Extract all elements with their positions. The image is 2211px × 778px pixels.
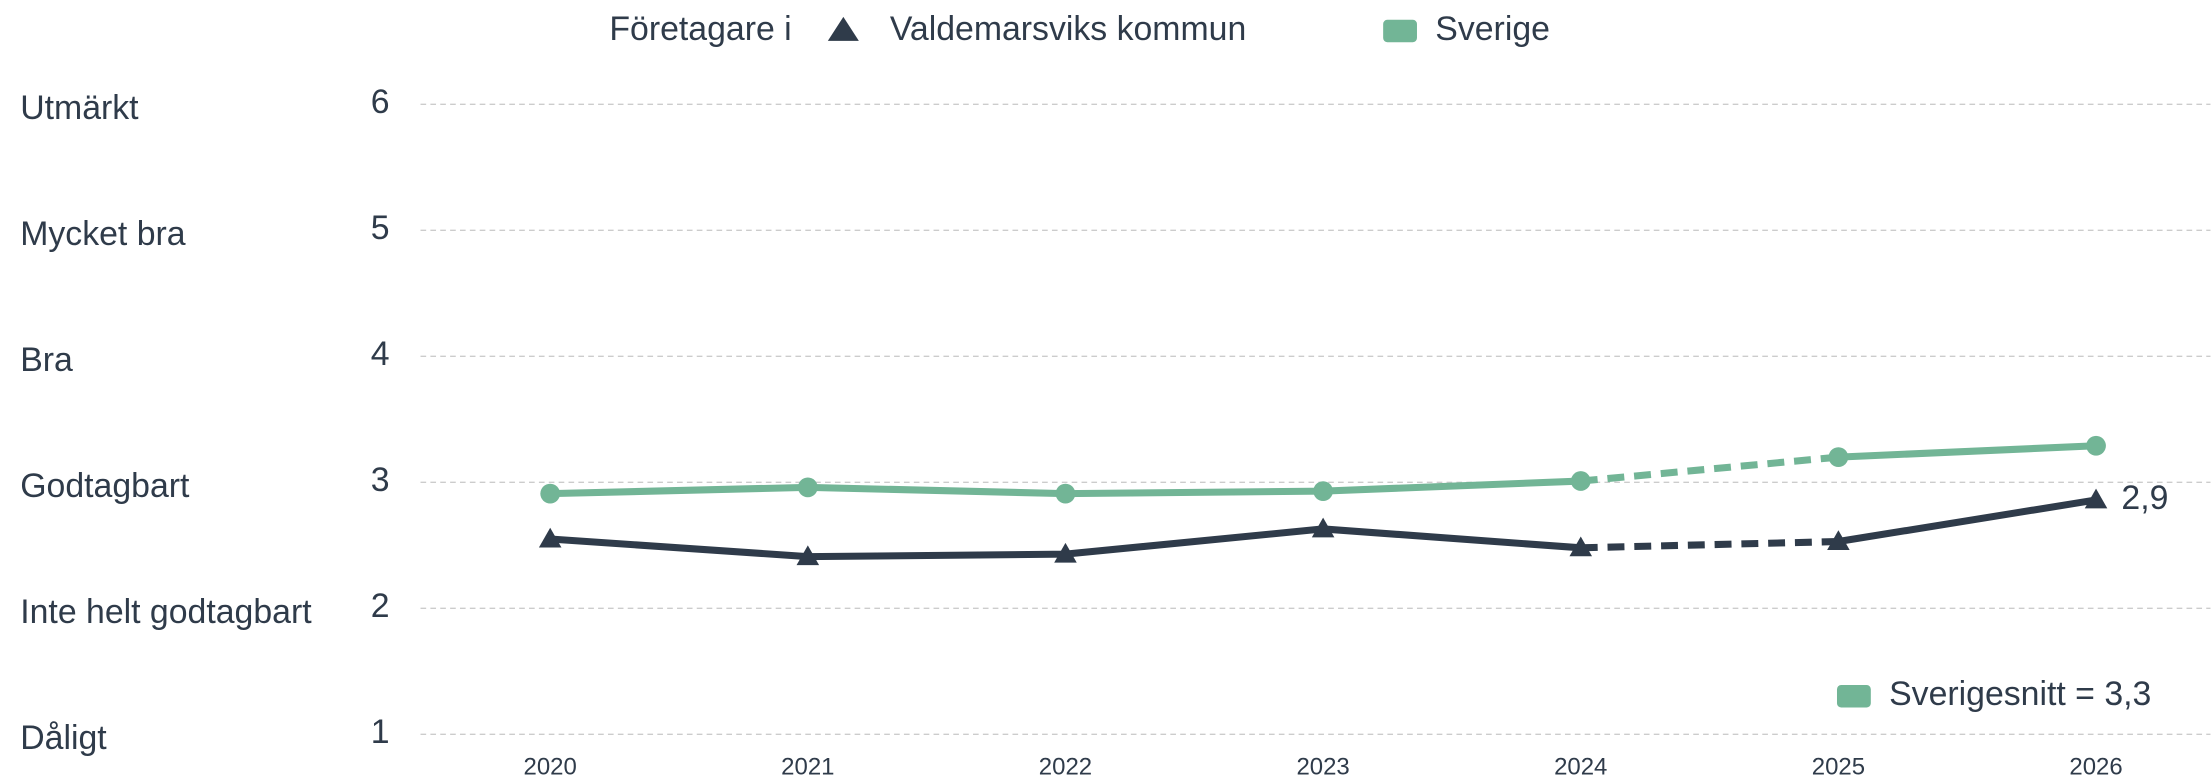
- y-tick-name: Godtagbart: [20, 467, 190, 505]
- y-tick-label: 3: [371, 461, 390, 499]
- marker: [1311, 517, 1335, 538]
- y-tick-name: Dåligt: [20, 719, 107, 757]
- y-tick-label: 1: [371, 713, 390, 751]
- legend-title: Företagare i: [609, 10, 791, 48]
- y-tick-label: 4: [371, 335, 390, 373]
- marker: [1055, 483, 1076, 504]
- x-tick-label: 2020: [524, 753, 577, 778]
- marker: [1827, 530, 1850, 550]
- marker: [1828, 447, 1849, 467]
- marker: [2084, 488, 2108, 509]
- marker: [1570, 471, 1591, 491]
- x-tick-label: 2023: [1296, 753, 1349, 778]
- legend-marker: [1383, 19, 1417, 43]
- marker: [1054, 542, 1077, 563]
- y-tick-name: Bra: [20, 341, 73, 379]
- series-line: [1837, 496, 2097, 546]
- legend-label: Valdemarsviks kommun: [890, 10, 1246, 48]
- marker: [1569, 536, 1593, 557]
- legend-marker: [827, 16, 859, 41]
- marker: [538, 527, 562, 548]
- legend-label: Sverige: [1435, 10, 1550, 48]
- x-tick-label: 2026: [2069, 753, 2122, 778]
- series-line: [1580, 538, 1839, 552]
- y-tick-label: 6: [371, 83, 390, 121]
- marker: [2086, 435, 2106, 456]
- y-tick-name: Utmärkt: [20, 89, 139, 127]
- marker: [540, 483, 561, 504]
- y-tick-name: Mycket bra: [20, 215, 186, 253]
- series-line: [1838, 442, 2097, 461]
- x-tick-label: 2025: [1812, 753, 1865, 778]
- marker: [796, 545, 820, 566]
- annotation-swatch: [1836, 684, 1871, 708]
- marker: [1313, 481, 1333, 501]
- y-tick-name: Inte helt godtagbart: [20, 593, 312, 631]
- annotation: Sverigesnitt = 3,3: [1889, 675, 2151, 713]
- y-tick-label: 5: [371, 209, 390, 247]
- series-line: [1580, 453, 1839, 485]
- data-label: 2,9: [2121, 479, 2168, 517]
- x-tick-label: 2022: [1039, 753, 1092, 778]
- y-tick-label: 2: [371, 587, 390, 625]
- x-tick-label: 2024: [1554, 753, 1607, 778]
- x-tick-label: 2021: [781, 753, 834, 778]
- marker: [797, 477, 818, 498]
